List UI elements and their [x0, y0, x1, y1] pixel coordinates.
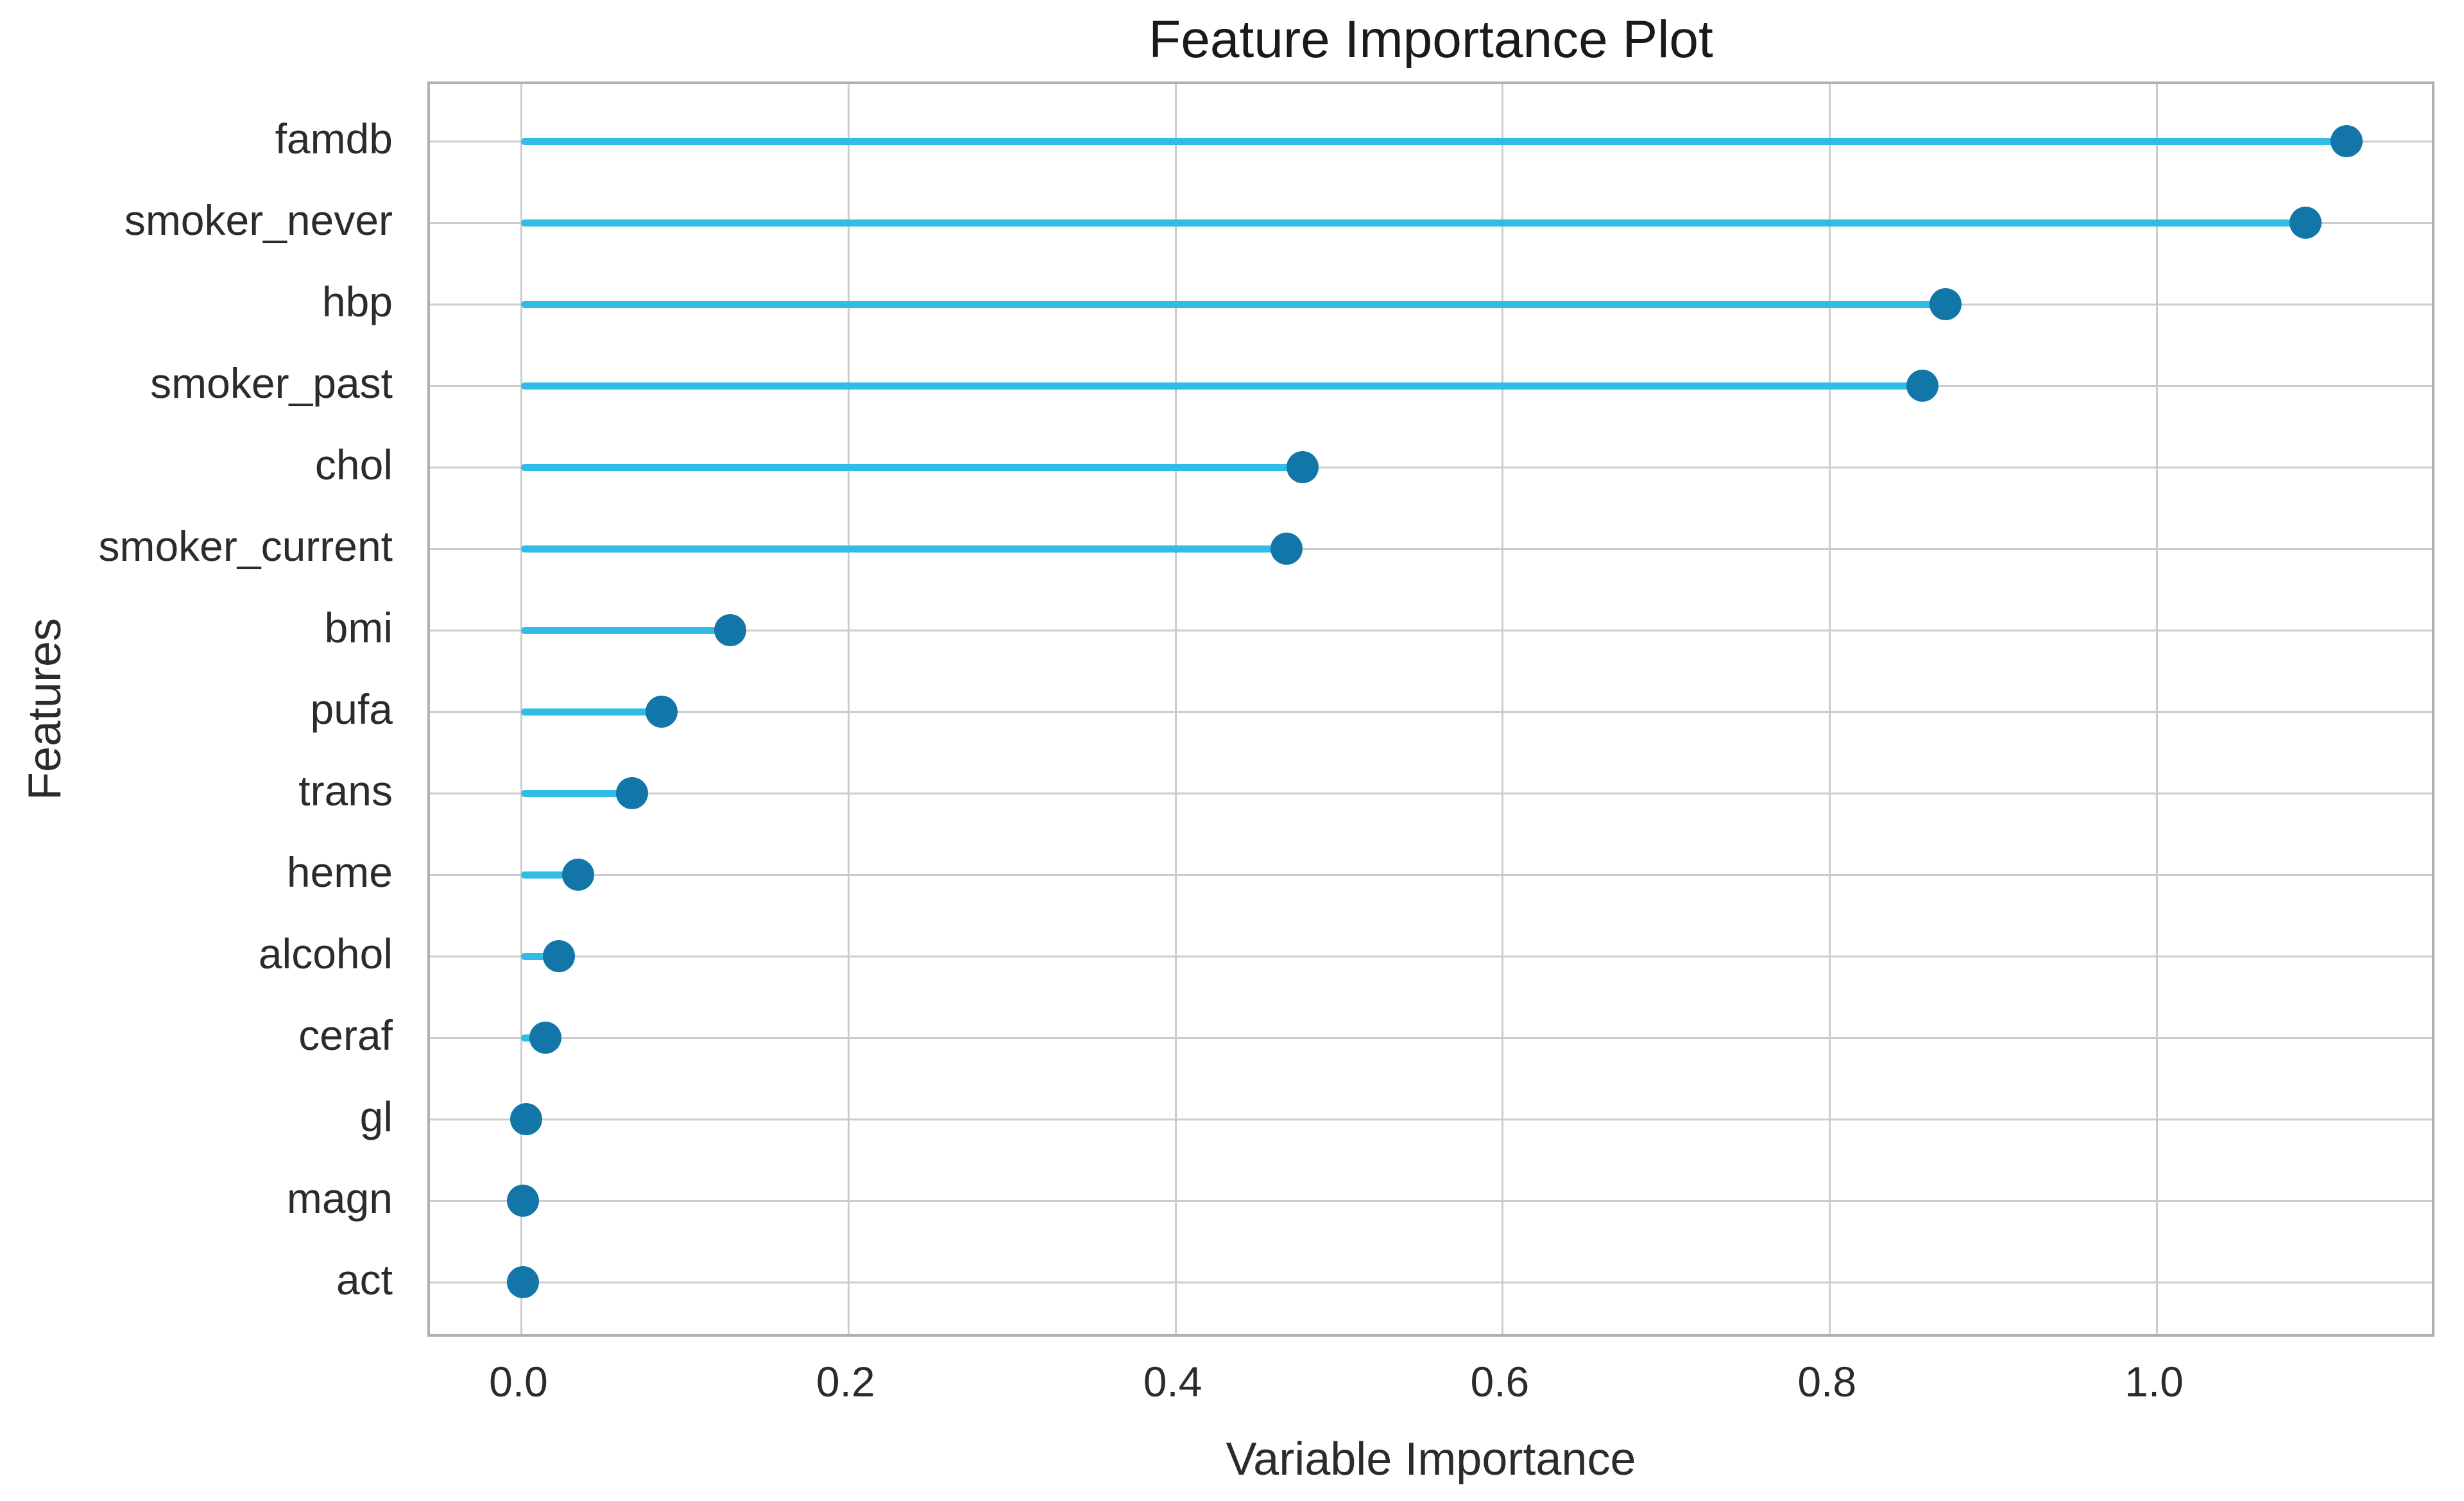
- lollipop-dot: [714, 614, 747, 646]
- lollipop-stem: [521, 708, 662, 716]
- lollipop-dot: [529, 1022, 562, 1054]
- lollipop-stem: [521, 626, 731, 634]
- lollipop-dot: [1929, 288, 1962, 320]
- v-gridline: [1502, 84, 1504, 1334]
- x-tick-label: 0.0: [489, 1358, 548, 1405]
- lollipop-dot: [506, 1185, 539, 1217]
- h-gridline: [430, 630, 2432, 631]
- lollipop-stem: [521, 789, 633, 797]
- y-tick-label: bmi: [324, 604, 393, 651]
- y-tick-label: famdb: [275, 115, 393, 162]
- v-gridline: [1174, 84, 1177, 1334]
- h-gridline: [430, 1200, 2432, 1202]
- lollipop-stem: [521, 545, 1287, 553]
- x-tick-label: 0.8: [1797, 1358, 1857, 1405]
- y-tick-label: smoker_current: [98, 522, 393, 570]
- lollipop-dot: [509, 1103, 542, 1135]
- y-tick-label: pufa: [310, 685, 393, 733]
- lollipop-dot: [646, 696, 678, 728]
- x-tick-label: 0.6: [1470, 1358, 1530, 1405]
- h-gridline: [430, 1282, 2432, 1283]
- h-gridline: [430, 467, 2432, 468]
- v-gridline: [2156, 84, 2158, 1334]
- plot-area: [427, 81, 2434, 1337]
- h-gridline: [430, 711, 2432, 713]
- y-tick-label: alcohol: [258, 930, 393, 977]
- lollipop-dot: [562, 859, 595, 891]
- h-gridline: [430, 793, 2432, 794]
- lollipop-stem: [521, 382, 1923, 390]
- lollipop-dot: [1287, 451, 1319, 483]
- y-tick-label: smoker_past: [150, 359, 393, 407]
- x-axis-label: Variable Importance: [1226, 1434, 1636, 1485]
- lollipop-dot: [506, 1266, 539, 1298]
- v-gridline: [1829, 84, 1831, 1334]
- x-tick-label: 0.4: [1143, 1358, 1202, 1405]
- lollipop-dot: [616, 777, 649, 809]
- lollipop-stem: [521, 137, 2347, 145]
- lollipop-stem: [521, 463, 1303, 471]
- h-gridline: [430, 1037, 2432, 1039]
- lollipop-stem: [521, 300, 1946, 308]
- h-gridline: [430, 956, 2432, 957]
- y-tick-label: heme: [286, 848, 393, 896]
- lollipop-stem: [521, 952, 559, 960]
- y-tick-label: hbp: [321, 278, 393, 325]
- y-tick-label: trans: [298, 767, 393, 814]
- lollipop-dot: [1906, 370, 1939, 402]
- y-tick-label: ceraf: [298, 1011, 393, 1059]
- x-tick-label: 0.2: [816, 1358, 875, 1405]
- lollipop-dot: [1270, 533, 1303, 565]
- h-gridline: [430, 874, 2432, 876]
- lollipop-stem: [521, 219, 2306, 227]
- lollipop-dot: [2289, 207, 2322, 239]
- y-tick-label: act: [336, 1256, 393, 1303]
- lollipop-stem: [521, 871, 579, 879]
- y-tick-label: chol: [314, 441, 393, 488]
- chart-title: Feature Importance Plot: [1149, 10, 1713, 69]
- x-tick-label: 1.0: [2125, 1358, 2184, 1405]
- lollipop-dot: [2330, 125, 2363, 157]
- h-gridline: [430, 548, 2432, 550]
- v-gridline: [847, 84, 850, 1334]
- y-tick-label: magn: [286, 1174, 393, 1222]
- lollipop-dot: [542, 940, 575, 972]
- y-tick-label: gl: [359, 1093, 393, 1140]
- h-gridline: [430, 1119, 2432, 1120]
- y-tick-label: smoker_never: [124, 196, 393, 244]
